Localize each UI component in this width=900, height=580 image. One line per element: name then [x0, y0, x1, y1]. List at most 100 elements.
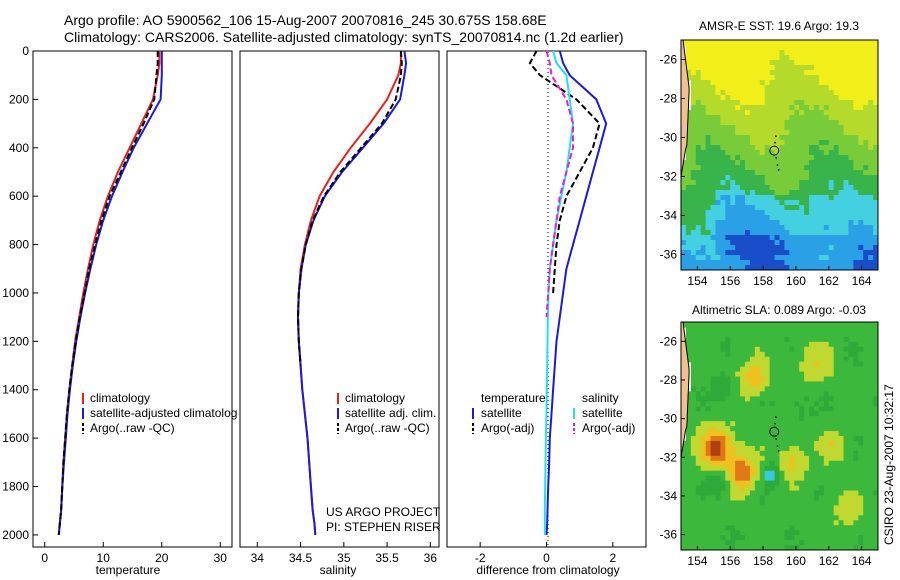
- map-y-tick-label: -30: [660, 412, 678, 426]
- map-y-tick-label: -30: [660, 130, 678, 144]
- map-x-tick-label: 158: [753, 554, 773, 568]
- difference-xlabel: difference from climatology: [476, 563, 619, 577]
- track-dot: [774, 416, 777, 419]
- map-x-tick-label: 154: [687, 554, 707, 568]
- temperature-xlabel: temperature: [96, 563, 161, 577]
- x-tick-label: 10: [97, 551, 111, 565]
- track-dot: [774, 135, 777, 138]
- argo-float-marker: [769, 426, 780, 437]
- legend-argo: Argo(..raw -QC): [345, 421, 430, 435]
- legend-temp-satellite: satellite: [481, 406, 522, 420]
- y-tick-label: 1800: [2, 480, 29, 494]
- difference-panel: -2 0 2 difference from climatology tempera…: [446, 50, 647, 577]
- difference-axes-frame: [446, 50, 647, 548]
- map-y-tick-label: -36: [660, 247, 678, 261]
- map-x-tick-label: 154: [687, 274, 707, 288]
- x-tick-label: 35.5: [375, 551, 399, 565]
- legend-climatology: climatology: [345, 391, 405, 405]
- map-x-tick-label: 156: [720, 274, 740, 288]
- legend-argo: Argo(..raw -QC): [90, 421, 175, 435]
- map-y-tick-label: -34: [660, 489, 678, 503]
- temperature-axes-frame: [32, 50, 233, 548]
- sst-map-frame: [680, 39, 879, 271]
- temperature-panel: 0 200 400 600 800 1000 1200 1400 1600 1800 2000 0 1…: [2, 44, 237, 577]
- difference-series: [528, 50, 608, 535]
- y-tick-label: 400: [9, 141, 29, 155]
- map-y-tick-label: -34: [660, 208, 678, 222]
- legend-satellite: satellite-adjusted climatolog: [90, 406, 237, 420]
- legend-satellite: satellite adj. clim.: [345, 406, 436, 420]
- series-line-1: [296, 50, 408, 535]
- x-tick-label: 0: [41, 551, 48, 565]
- map-y-tick-label: -26: [660, 52, 678, 66]
- x-tick-label: 20: [155, 551, 169, 565]
- map-x-tick-label: 162: [819, 554, 839, 568]
- series-line-0: [296, 51, 402, 535]
- legend-sal-satellite: satellite: [582, 406, 623, 420]
- y-tick-label: 200: [9, 92, 29, 106]
- series-line-0: [545, 50, 608, 535]
- difference-legend: temperature satellite Argo(-adj) salinit…: [472, 391, 635, 435]
- map-y-tick-label: -28: [660, 373, 678, 387]
- depth-ticks: 0 200 400 600 800 1000 1200 1400 1600 1800 2000: [2, 44, 38, 542]
- sst-overlay: [681, 40, 780, 270]
- sla-map-frame: [680, 321, 879, 551]
- pi-label: PI: STEPHEN RISER: [326, 520, 441, 534]
- credit-label: CSIRO 23-Aug-2007 10:32:17: [882, 384, 896, 545]
- y-tick-label: 1200: [2, 334, 29, 348]
- y-tick-label: 1400: [2, 383, 29, 397]
- track-dot: [774, 422, 776, 425]
- map-x-tick-label: 160: [786, 554, 806, 568]
- map-y-tick-label: -32: [660, 450, 678, 464]
- track-dot: [776, 445, 779, 447]
- map-y-tick-label: -28: [660, 91, 678, 105]
- map-y-tick-label: -26: [660, 334, 678, 348]
- temperature-legend: climatology satellite-adjusted climatolo…: [82, 391, 237, 435]
- sla-overlay: [681, 322, 780, 550]
- map-x-tick-label: 156: [720, 554, 740, 568]
- track-dot: [774, 141, 776, 144]
- salinity-panel: 34 34.5 35 35.5 36 salinity climatology sate…: [239, 50, 441, 577]
- legend-temperature-heading: temperature: [481, 391, 546, 405]
- salinity-xlabel: salinity: [320, 563, 357, 577]
- x-tick-label: 2: [609, 551, 616, 565]
- series-line-1: [57, 51, 163, 535]
- legend-sal-argo: Argo(-adj): [582, 421, 635, 435]
- map-x-tick-label: 158: [753, 274, 773, 288]
- x-tick-label: 0: [543, 551, 550, 565]
- series-line-2: [296, 50, 403, 366]
- temperature-ticks: 0 10 20 30: [41, 542, 227, 565]
- map-x-tick-label: 160: [786, 274, 806, 288]
- track-dot: [775, 437, 778, 440]
- project-label: US ARGO PROJECT: [326, 505, 441, 519]
- sst-map-panel: AMSR-E SST: 19.6 Argo: 19.3 154 156 158 160…: [660, 19, 879, 288]
- y-tick-label: 1000: [2, 286, 29, 300]
- series-line-2: [57, 51, 159, 535]
- title-line-1: Argo profile: AO 5900562_106 15-Aug-2007…: [64, 12, 547, 28]
- track-dot: [777, 168, 780, 171]
- salinity-ticks: 34 34.5 35 35.5 36: [251, 542, 437, 565]
- map-x-tick-label: 162: [819, 274, 839, 288]
- difference-ticks: -2 0 2: [475, 542, 616, 565]
- y-tick-label: 2000: [2, 528, 29, 542]
- y-tick-label: 800: [9, 238, 29, 252]
- map-y-tick-label: -32: [660, 169, 678, 183]
- track-dot: [775, 156, 778, 159]
- x-tick-label: 30: [214, 551, 228, 565]
- x-tick-label: -2: [475, 551, 486, 565]
- y-tick-label: 1600: [2, 431, 29, 445]
- land-mask: [681, 40, 690, 270]
- sst-map-title: AMSR-E SST: 19.6 Argo: 19.3: [699, 19, 859, 33]
- argo-float-marker: [769, 145, 780, 156]
- series-line-1: [528, 50, 601, 294]
- x-tick-label: 34: [251, 551, 265, 565]
- temperature-series: [57, 51, 163, 535]
- series-line-2: [543, 50, 575, 535]
- legend-climatology: climatology: [90, 391, 150, 405]
- map-y-tick-label: -36: [660, 528, 678, 542]
- sla-map-title: Altimetric SLA: 0.089 Argo: -0.03: [692, 303, 866, 317]
- sst-heatmap: [681, 40, 878, 270]
- salinity-legend: climatology satellite adj. clim. Argo(..…: [337, 391, 436, 435]
- salinity-series: [296, 50, 408, 535]
